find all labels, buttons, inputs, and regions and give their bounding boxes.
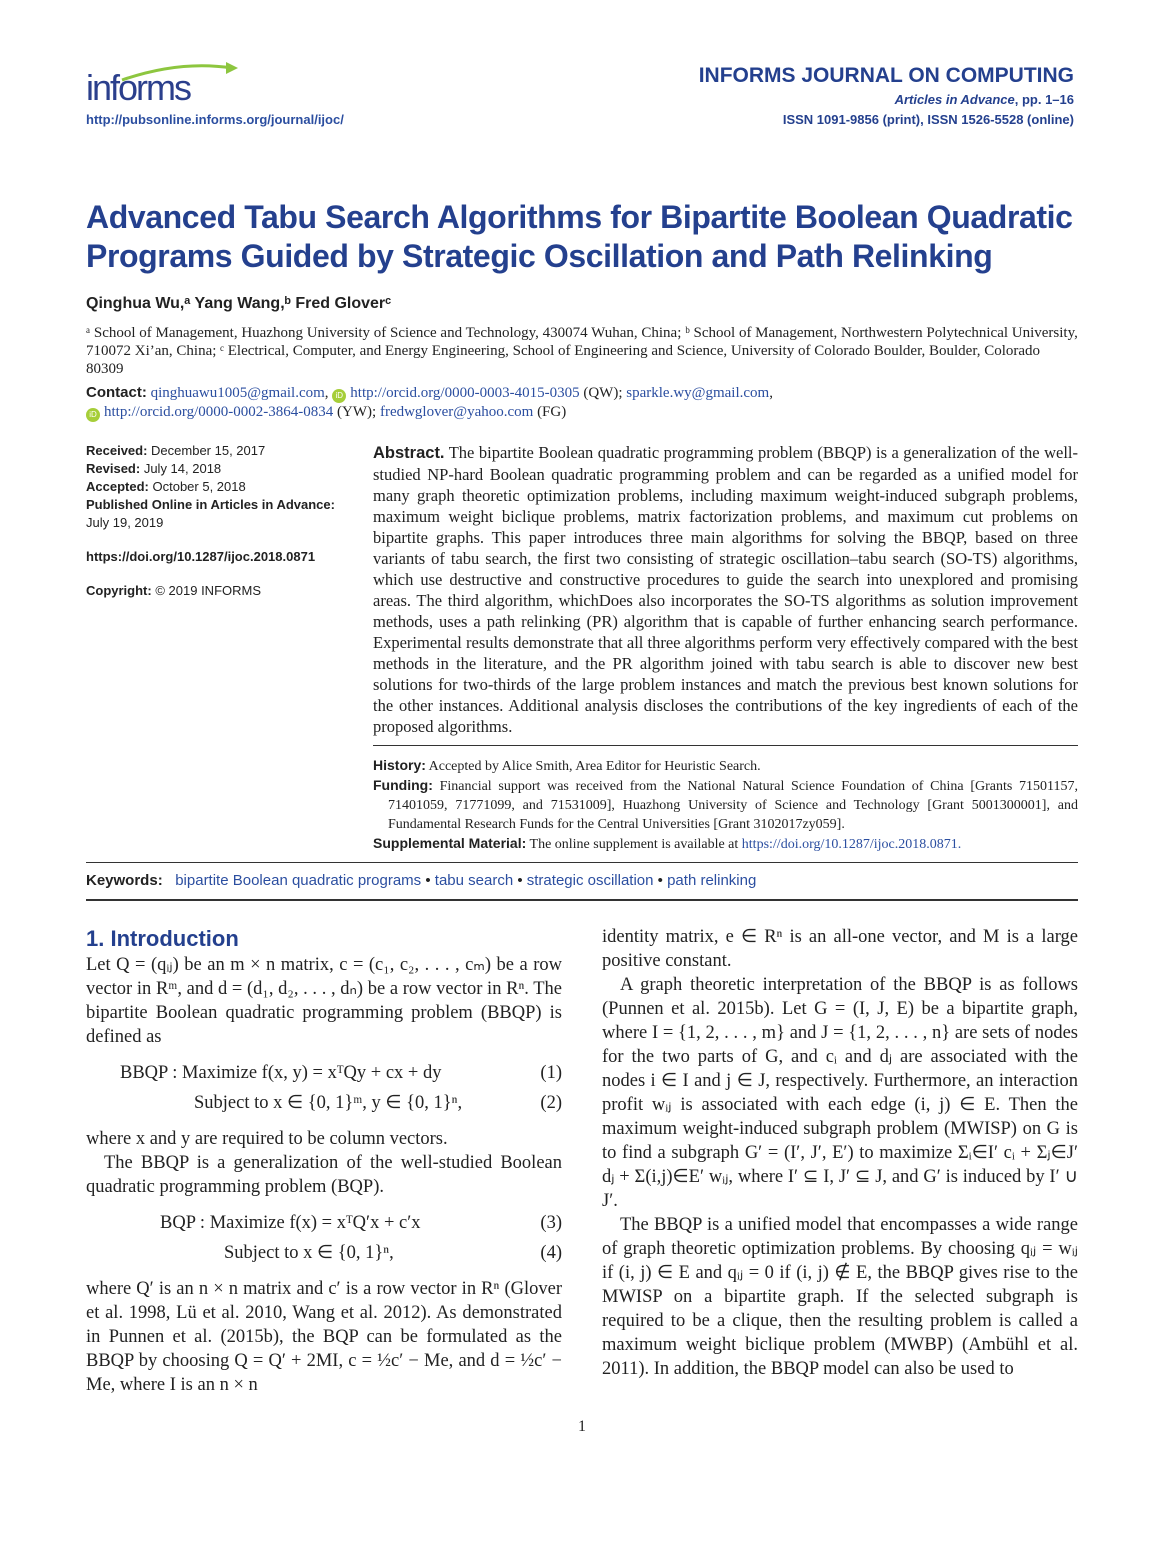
- equation-2: Subject to x ∈ {0, 1}ᵐ, y ∈ {0, 1}ⁿ, (2): [86, 1091, 562, 1115]
- history-text: Accepted by Alice Smith, Area Editor for…: [428, 759, 761, 774]
- abstract-label: Abstract.: [373, 444, 445, 462]
- accepted: Accepted: October 5, 2018: [86, 478, 346, 496]
- supp-text: The online supplement is available at: [529, 837, 739, 852]
- history-block: History: Accepted by Alice Smith, Area E…: [373, 756, 1078, 854]
- page-range: Articles in Advance, pp. 1–16: [895, 92, 1074, 107]
- orcid-link[interactable]: http://orcid.org/0000-0003-4015-0305: [350, 385, 580, 401]
- keywords: Keywords: bipartite Boolean quadratic pr…: [86, 862, 1078, 901]
- section-heading: 1. Introduction: [86, 926, 239, 951]
- equation-1: BBQP : Maximize f(x, y) = xᵀQy + cx + dy…: [86, 1061, 562, 1085]
- keyword-link[interactable]: strategic oscillation: [526, 872, 654, 889]
- doi-link[interactable]: https://doi.org/10.1287/ijoc.2018.0871: [86, 549, 316, 564]
- paragraph: A graph theoretic interpretation of the …: [602, 975, 1078, 1211]
- abstract-area: Abstract. The bipartite Boolean quadrati…: [373, 442, 1078, 854]
- pages-label: , pp. 1–16: [1014, 92, 1074, 107]
- equation-4: Subject to x ∈ {0, 1}ⁿ, (4): [86, 1241, 562, 1265]
- author-tag: (QW);: [583, 385, 623, 401]
- received: Received: December 15, 2017: [86, 442, 346, 460]
- equation-number: (2): [540, 1093, 562, 1113]
- series-label: Articles in Advance: [894, 92, 1015, 107]
- contact: Contact: qinghuawu1005@gmail.com, iD http…: [86, 384, 773, 422]
- value: October 5, 2018: [152, 479, 246, 494]
- front-matter: Received: December 15, 2017 Revised: Jul…: [86, 442, 1078, 854]
- abstract: Abstract. The bipartite Boolean quadrati…: [373, 442, 1078, 737]
- paper-title: Advanced Tabu Search Algorithms for Bipa…: [86, 199, 1073, 274]
- label: Published Online in Articles in Advance:: [86, 497, 335, 512]
- paragraph: The BBQP is a unified model that encompa…: [602, 1215, 1078, 1379]
- supplement-link[interactable]: https://doi.org/10.1287/ijoc.2018.0871.: [741, 837, 962, 852]
- equation-number: (1): [540, 1063, 562, 1083]
- value: July 14, 2018: [143, 461, 222, 476]
- equation: BBQP : Maximize f(x, y) = xᵀQy + cx + dy: [120, 1063, 442, 1083]
- copyright: Copyright: © 2019 INFORMS: [86, 582, 346, 600]
- orcid-icon: iD: [332, 389, 347, 403]
- left-column: 1. Introduction Let Q = (qᵢⱼ) be an m × …: [86, 925, 562, 1397]
- revised: Revised: July 14, 2018: [86, 460, 346, 478]
- paragraph: Let Q = (qᵢⱼ) be an m × n matrix, c = (c…: [86, 955, 562, 1047]
- paragraph: identity matrix, e ∈ Rⁿ is an all-one ve…: [602, 927, 1078, 971]
- contact-label: Contact:: [86, 384, 147, 401]
- issn: ISSN 1091-9856 (print), ISSN 1526-5528 (…: [782, 112, 1074, 127]
- equation: Subject to x ∈ {0, 1}ⁿ,: [224, 1243, 394, 1263]
- value: © 2019 INFORMS: [155, 583, 262, 598]
- author-tag: (FG): [537, 404, 567, 420]
- page-content: Advanced Tabu Search Algorithms for Bipa…: [0, 198, 1164, 1477]
- equation: Subject to x ∈ {0, 1}ᵐ, y ∈ {0, 1}ⁿ,: [194, 1093, 463, 1113]
- informs-logo: informs: [86, 67, 192, 108]
- journal-name: INFORMS JOURNAL ON COMPUTING: [698, 64, 1074, 87]
- authors: Qinghua Wu,ᵃ Yang Wang,ᵇ Fred Gloverᶜ: [86, 295, 392, 312]
- journal-url-link[interactable]: http://pubsonline.informs.org/journal/ij…: [86, 112, 344, 127]
- label: Supplemental Material:: [373, 835, 527, 851]
- funding-text: Financial support was received from the …: [388, 779, 1078, 832]
- paragraph: where x and y are required to be column …: [86, 1129, 448, 1149]
- paragraph: where Q′ is an n × n matrix and c′ is a …: [86, 1279, 562, 1395]
- equation-3: BQP : Maximize f(x) = xᵀQ′x + c′x (3): [86, 1211, 562, 1235]
- right-column: identity matrix, e ∈ Rⁿ is an all-one ve…: [602, 925, 1078, 1397]
- published: Published Online in Articles in Advance:…: [86, 496, 346, 532]
- equation: BQP : Maximize f(x) = xᵀQ′x + c′x: [160, 1213, 421, 1233]
- orcid-icon: iD: [86, 408, 100, 422]
- body-columns: 1. Introduction Let Q = (qᵢⱼ) be an m × …: [86, 925, 1078, 1397]
- value: July 19, 2019: [86, 515, 164, 530]
- label: History:: [373, 757, 426, 773]
- label: Received:: [86, 443, 148, 458]
- paragraph: The BBQP is a generalization of the well…: [86, 1153, 562, 1197]
- affiliations: ᵃ School of Management, Huazhong Univers…: [86, 325, 1078, 377]
- author-tag: (YW);: [337, 404, 377, 420]
- label: Copyright:: [86, 583, 152, 598]
- page-number: 1: [578, 1418, 586, 1435]
- label: Revised:: [86, 461, 141, 476]
- email-link[interactable]: qinghuawu1005@gmail.com: [150, 385, 325, 401]
- keyword-link[interactable]: path relinking: [667, 872, 757, 889]
- logo-arrow-icon: [121, 62, 238, 82]
- email-link[interactable]: sparkle.wy@gmail.com: [626, 385, 770, 401]
- equation-number: (4): [540, 1243, 562, 1263]
- email-link[interactable]: fredwglover@yahoo.com: [379, 404, 534, 420]
- equation-number: (3): [540, 1213, 562, 1233]
- keywords-label: Keywords:: [86, 872, 163, 889]
- keyword-link[interactable]: tabu search: [434, 872, 514, 889]
- label: Accepted:: [86, 479, 149, 494]
- page-header: informs http://pubsonline.informs.org/jo…: [0, 0, 1164, 198]
- orcid-link[interactable]: http://orcid.org/0000-0002-3864-0834: [104, 404, 334, 420]
- article-metadata: Received: December 15, 2017 Revised: Jul…: [86, 442, 346, 854]
- divider: [373, 745, 1078, 746]
- keyword-link[interactable]: bipartite Boolean quadratic programs: [175, 872, 422, 889]
- value: December 15, 2017: [151, 443, 266, 458]
- abstract-text: The bipartite Boolean quadratic programm…: [373, 443, 1078, 736]
- label: Funding:: [373, 777, 433, 793]
